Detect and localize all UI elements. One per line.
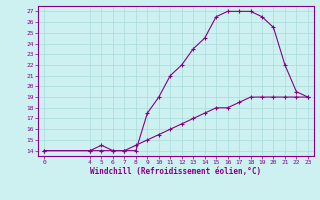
X-axis label: Windchill (Refroidissement éolien,°C): Windchill (Refroidissement éolien,°C) <box>91 167 261 176</box>
